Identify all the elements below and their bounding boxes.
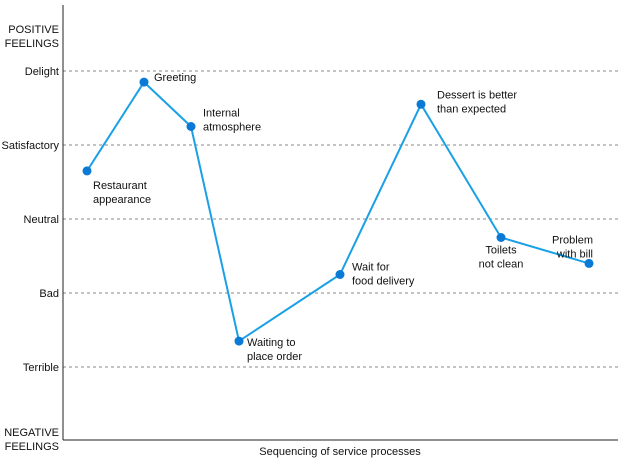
- point-label-restaurant-appearance-line-1: Restaurant: [93, 180, 147, 192]
- data-point-7: [496, 233, 506, 242]
- negative-feelings-label-line-1: NEGATIVE: [4, 427, 59, 439]
- data-point-1: [82, 166, 92, 176]
- point-label-dessert-is-better-than-expected: Dessert is better than expected: [437, 89, 517, 115]
- point-label-dessert-is-better-than-expected-line-2: than expected: [437, 103, 506, 115]
- point-label-toilets-not-clean-line-2: not clean: [479, 259, 524, 271]
- point-label-waiting-to-place-order-line-2: place order: [247, 351, 302, 363]
- data-point-4: [234, 336, 244, 346]
- data-point-6: [416, 99, 426, 109]
- y-tick-satisfactory: Satisfactory: [2, 140, 60, 152]
- point-label-waiting-to-place-order-line-1: Waiting to: [247, 337, 296, 349]
- point-label-toilets-not-clean-line-1: Toilets: [485, 245, 517, 257]
- point-label-wait-for-food-delivery-line-1: Wait for: [352, 262, 390, 274]
- positive-feelings-label: POSITIVE FEELINGS: [5, 24, 59, 50]
- y-tick-terrible: Terrible: [23, 362, 59, 374]
- point-label-waiting-to-place-order: Waiting to place order: [247, 337, 302, 363]
- y-tick-neutral: Neutral: [24, 214, 59, 226]
- y-tick-bad: Bad: [39, 288, 59, 300]
- point-label-wait-for-food-delivery-line-2: food delivery: [352, 276, 415, 288]
- point-label-wait-for-food-delivery: Wait for food delivery: [352, 262, 415, 288]
- point-label-greeting: Greeting: [154, 72, 196, 84]
- point-label-restaurant-appearance: Restaurant appearance: [93, 180, 151, 206]
- point-label-greeting-line-1: Greeting: [154, 72, 196, 84]
- point-label-internal-atmosphere-line-1: Internal: [203, 108, 240, 120]
- data-point-5: [335, 270, 345, 279]
- point-label-internal-atmosphere-line-2: atmosphere: [203, 122, 261, 134]
- point-label-internal-atmosphere: Internal atmosphere: [203, 108, 261, 134]
- data-point-8: [584, 258, 594, 268]
- data-point-2: [139, 77, 149, 87]
- point-label-restaurant-appearance-line-2: appearance: [93, 194, 151, 206]
- point-label-problem-with-bill: Problem with bill: [552, 234, 593, 260]
- point-label-problem-with-bill-line-1: Problem: [552, 234, 593, 246]
- positive-feelings-label-line-2: FEELINGS: [5, 38, 59, 50]
- y-tick-delight: Delight: [25, 66, 59, 78]
- data-point-3: [186, 122, 196, 131]
- positive-feelings-label-line-1: POSITIVE: [8, 24, 59, 36]
- point-label-toilets-not-clean: Toilets not clean: [479, 245, 524, 271]
- negative-feelings-label: NEGATIVE FEELINGS: [4, 427, 59, 453]
- service-journey-line: [86, 81, 590, 343]
- point-label-problem-with-bill-line-2: with bill: [556, 248, 593, 260]
- point-label-dessert-is-better-than-expected-line-1: Dessert is better: [437, 89, 517, 101]
- x-axis-title: Sequencing of service processes: [259, 446, 421, 458]
- negative-feelings-label-line-2: FEELINGS: [5, 441, 59, 453]
